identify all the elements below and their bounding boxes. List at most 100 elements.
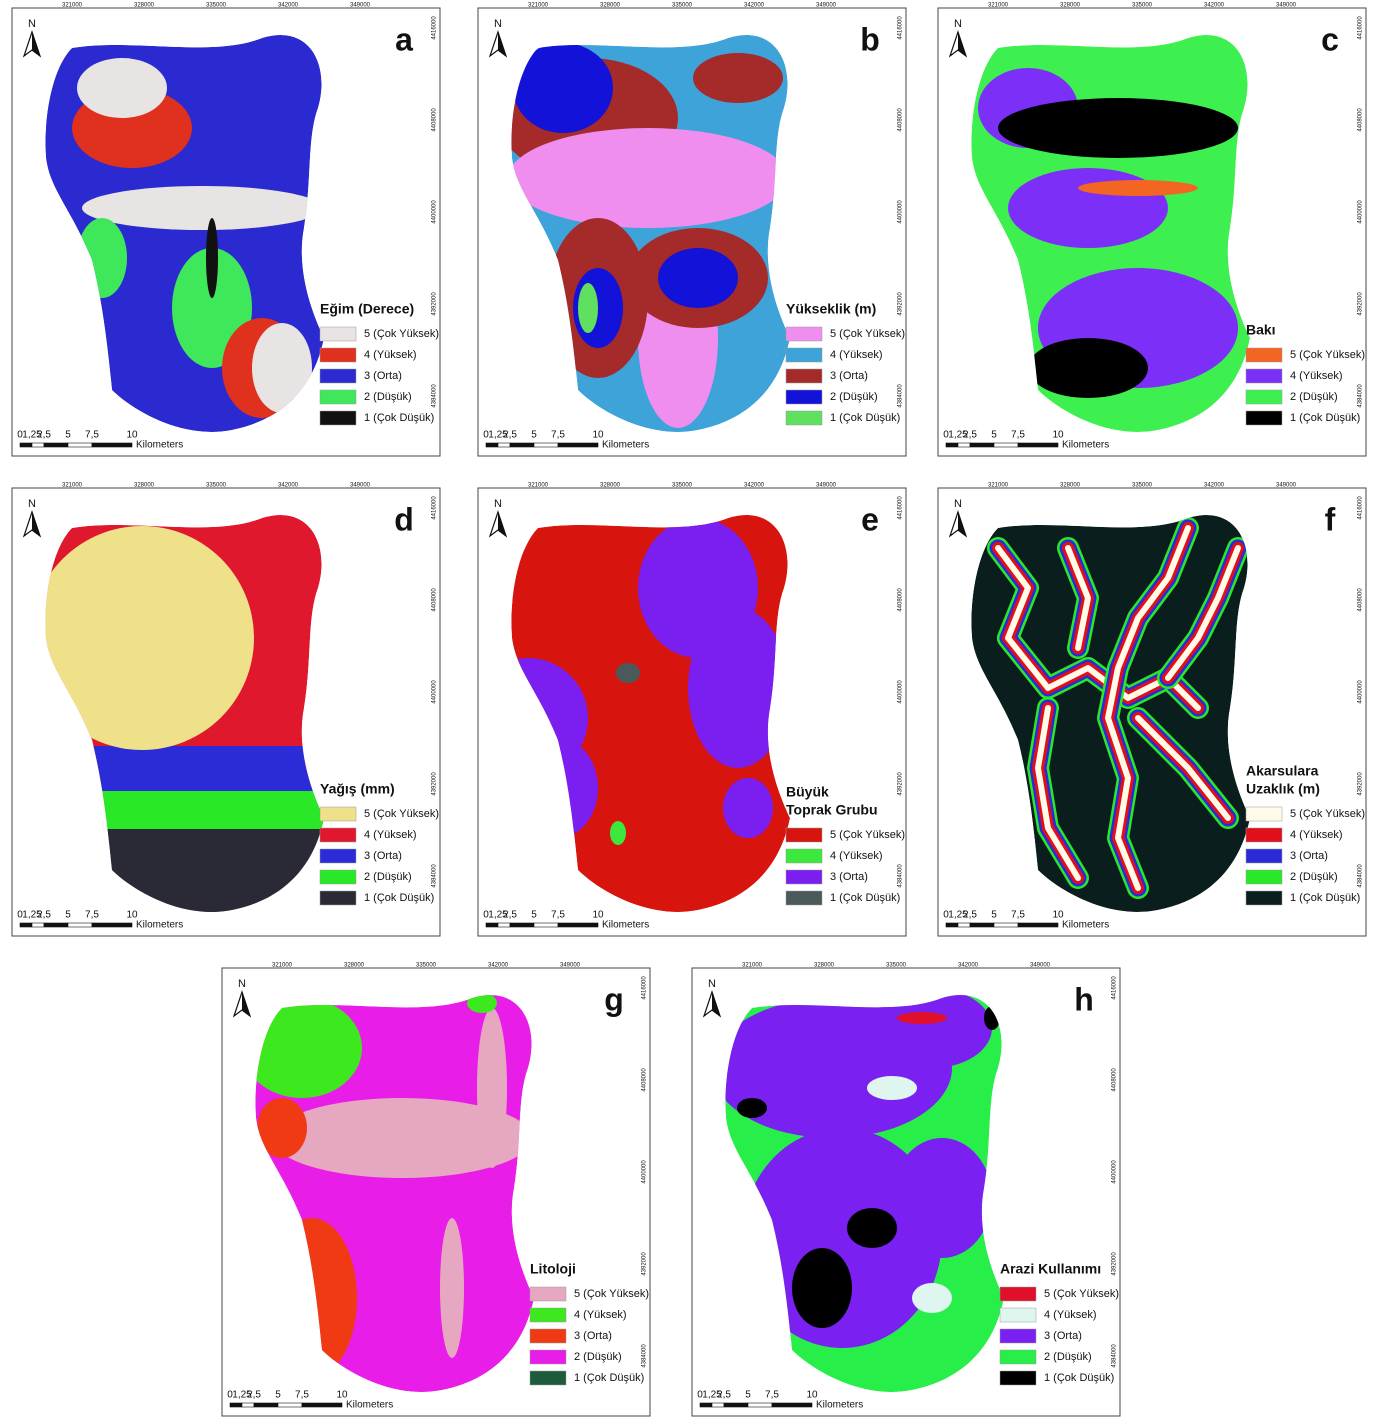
northing-label: 4408000 bbox=[432, 108, 438, 132]
panel-letter: g bbox=[604, 981, 624, 1017]
north-label: N bbox=[954, 498, 962, 510]
legend-swatch bbox=[530, 1371, 566, 1385]
easting-label: 321000 bbox=[988, 483, 1009, 489]
scale-segment bbox=[946, 923, 958, 927]
scale-label: 2,5 bbox=[247, 1390, 261, 1401]
map-zone bbox=[897, 1012, 947, 1024]
legend-label: 5 (Çok Yüksek) bbox=[830, 328, 905, 340]
scale-segment bbox=[970, 443, 994, 447]
easting-label: 335000 bbox=[886, 963, 907, 969]
scale-segment bbox=[68, 923, 92, 927]
map-zone bbox=[693, 53, 783, 103]
legend-title: Litoloji bbox=[530, 1261, 576, 1277]
scale-segment bbox=[1018, 443, 1058, 447]
scale-label: 2,5 bbox=[717, 1390, 731, 1401]
legend-swatch bbox=[1000, 1329, 1036, 1343]
northing-label: 4384000 bbox=[432, 864, 438, 888]
legend-swatch bbox=[1000, 1350, 1036, 1364]
scale-label: 5 bbox=[275, 1390, 281, 1401]
scale-label: 2,5 bbox=[963, 430, 977, 441]
easting-label: 321000 bbox=[988, 3, 1009, 9]
easting-label: 328000 bbox=[134, 483, 155, 489]
northing-label: 4408000 bbox=[642, 1068, 648, 1092]
scale-segment bbox=[958, 923, 970, 927]
legend-swatch bbox=[1246, 348, 1282, 362]
scale-segment bbox=[498, 443, 510, 447]
scale-segment bbox=[772, 1403, 812, 1407]
scale-unit: Kilometers bbox=[136, 920, 183, 931]
legend-swatch bbox=[1246, 807, 1282, 821]
northing-label: 4416000 bbox=[1358, 16, 1364, 40]
map-panel: NbYükseklik (m)5 (Çok Yüksek)4 (Yüksek)3… bbox=[478, 3, 906, 456]
map-zone bbox=[477, 1008, 507, 1168]
easting-label: 321000 bbox=[62, 483, 83, 489]
northing-label: 4392000 bbox=[432, 772, 438, 796]
legend-label: 2 (Düşük) bbox=[574, 1351, 622, 1363]
scale-segment bbox=[994, 443, 1018, 447]
map-zone bbox=[77, 58, 167, 118]
legend-swatch bbox=[530, 1308, 566, 1322]
legend-swatch bbox=[320, 828, 356, 842]
northing-label: 4400000 bbox=[432, 200, 438, 224]
legend-swatch bbox=[320, 807, 356, 821]
legend-swatch bbox=[320, 327, 356, 341]
map-zone bbox=[82, 186, 322, 230]
legend-label: 3 (Orta) bbox=[364, 850, 402, 862]
easting-label: 335000 bbox=[416, 963, 437, 969]
legend-swatch bbox=[1246, 390, 1282, 404]
legend-swatch bbox=[1246, 870, 1282, 884]
northing-label: 4392000 bbox=[1358, 292, 1364, 316]
scale-segment bbox=[44, 443, 68, 447]
northing-label: 4416000 bbox=[1358, 496, 1364, 520]
map-zone bbox=[206, 218, 218, 298]
legend-label: 5 (Çok Yüksek) bbox=[1290, 349, 1365, 361]
northing-label: 4400000 bbox=[1358, 200, 1364, 224]
scale-segment bbox=[20, 923, 32, 927]
scale-label: 5 bbox=[991, 430, 997, 441]
easting-label: 349000 bbox=[816, 483, 837, 489]
northing-label: 4384000 bbox=[642, 1344, 648, 1368]
easting-label: 349000 bbox=[350, 483, 371, 489]
northing-label: 4384000 bbox=[1358, 864, 1364, 888]
north-label: N bbox=[954, 18, 962, 30]
scale-unit: Kilometers bbox=[136, 440, 183, 451]
easting-label: 342000 bbox=[1204, 483, 1225, 489]
legend-swatch bbox=[786, 348, 822, 362]
northing-label: 4392000 bbox=[642, 1252, 648, 1276]
legend-swatch bbox=[1246, 411, 1282, 425]
north-label: N bbox=[494, 498, 502, 510]
northing-label: 4416000 bbox=[1112, 976, 1118, 1000]
scale-segment bbox=[302, 1403, 342, 1407]
legend-label: 2 (Düşük) bbox=[1290, 871, 1338, 883]
legend-label: 1 (Çok Düşük) bbox=[1290, 412, 1360, 424]
easting-label: 335000 bbox=[206, 483, 227, 489]
legend-label: 1 (Çok Düşük) bbox=[364, 892, 434, 904]
legend-title: Büyük bbox=[786, 784, 829, 800]
easting-label: 349000 bbox=[560, 963, 581, 969]
northing-label: 4408000 bbox=[432, 588, 438, 612]
scale-segment bbox=[558, 923, 598, 927]
easting-label: 328000 bbox=[600, 483, 621, 489]
legend-label: 4 (Yüksek) bbox=[1290, 829, 1343, 841]
legend-swatch bbox=[530, 1329, 566, 1343]
map-zone bbox=[578, 283, 598, 333]
legend-swatch bbox=[1000, 1308, 1036, 1322]
legend-label: 4 (Yüksek) bbox=[830, 850, 883, 862]
panel-letter: d bbox=[394, 501, 414, 537]
legend-label: 2 (Düşük) bbox=[1290, 391, 1338, 403]
northing-label: 4416000 bbox=[432, 496, 438, 520]
easting-label: 335000 bbox=[206, 3, 227, 9]
easting-label: 342000 bbox=[278, 3, 299, 9]
northing-label: 4400000 bbox=[898, 680, 904, 704]
map-zone bbox=[610, 821, 626, 845]
legend-label: 2 (Düşük) bbox=[830, 391, 878, 403]
map-zone bbox=[616, 663, 640, 683]
scale-label: 5 bbox=[991, 910, 997, 921]
scale-label: 7,5 bbox=[551, 430, 565, 441]
easting-label: 342000 bbox=[958, 963, 979, 969]
legend-swatch bbox=[1000, 1371, 1036, 1385]
legend-label: 3 (Orta) bbox=[1290, 850, 1328, 862]
legend-swatch bbox=[1246, 891, 1282, 905]
legend-title: Yükseklik (m) bbox=[786, 301, 876, 317]
legend-title: Arazi Kullanımı bbox=[1000, 1261, 1101, 1277]
